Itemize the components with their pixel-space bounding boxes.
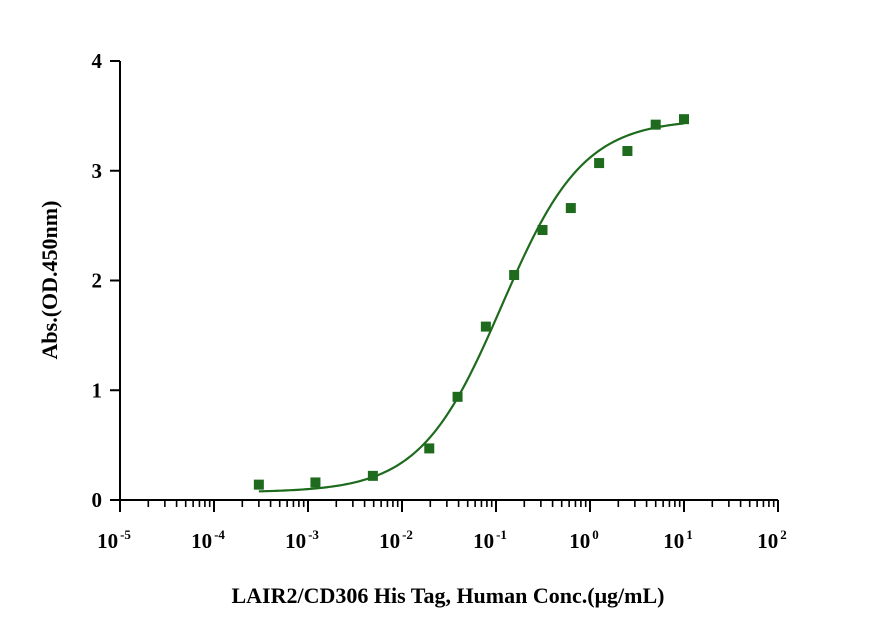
x-tick-label: 10 1 <box>663 527 693 553</box>
y-tick-label: 1 <box>92 378 103 402</box>
x-tick-label: 10 -3 <box>285 527 319 553</box>
x-axis-title: LAIR2/CD306 His Tag, Human Conc.(μg/mL) <box>232 583 665 608</box>
data-point <box>565 203 576 214</box>
x-tick-label: 10 0 <box>569 527 599 553</box>
data-point <box>367 470 378 481</box>
data-point <box>622 145 633 156</box>
y-tick-label: 0 <box>92 488 103 512</box>
y-tick-label: 2 <box>92 269 103 293</box>
tick-labels: 0 1 2 3 4 10 -5 10 -4 10 -3 10 -2 10 -1 10 0 10 1 10 2 <box>92 49 787 553</box>
ticks <box>110 60 779 512</box>
data-point <box>537 225 548 236</box>
data-points <box>253 114 689 490</box>
data-point <box>509 270 520 281</box>
data-point <box>253 479 264 490</box>
x-tick-label: 10 -4 <box>191 527 225 553</box>
data-point <box>424 443 435 454</box>
fit-curve <box>258 122 685 493</box>
y-tick-label: 3 <box>92 159 103 183</box>
data-point <box>310 477 321 488</box>
x-tick-label: 10 -5 <box>97 527 131 553</box>
data-point <box>452 391 463 402</box>
y-tick-label: 4 <box>92 49 103 73</box>
data-point <box>594 158 605 169</box>
x-tick-label: 10 -1 <box>473 527 507 553</box>
data-point <box>480 321 491 332</box>
axes <box>119 61 778 501</box>
data-point <box>679 114 689 125</box>
data-point <box>650 119 661 130</box>
x-tick-label: 10 -2 <box>379 527 413 553</box>
y-axis-title: Abs.(OD.450nm) <box>37 201 62 360</box>
x-tick-label: 10 2 <box>757 527 787 553</box>
